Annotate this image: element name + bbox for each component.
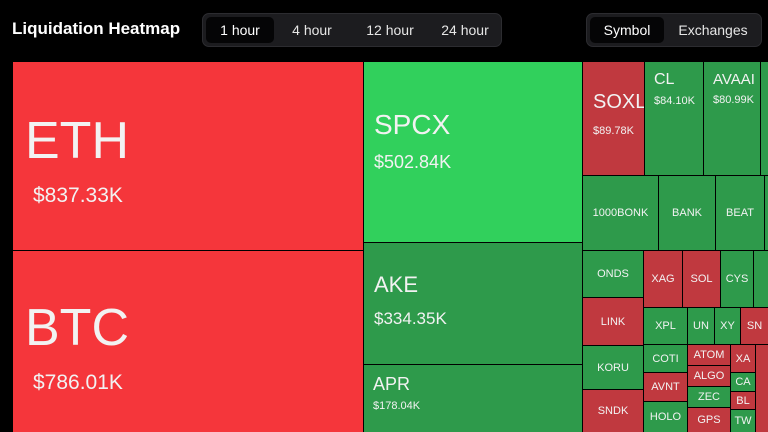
tile[interactable]: BL	[731, 392, 755, 409]
tile[interactable]: XPL	[644, 308, 687, 344]
tile[interactable]: KORU	[583, 346, 643, 389]
tile-label: AVAAI	[713, 71, 755, 88]
tile-value: $89.78K	[593, 124, 634, 137]
tile-label: XA	[735, 352, 751, 365]
tile[interactable]: APR $178.04K	[364, 365, 582, 432]
tile-label: BANK	[672, 207, 702, 219]
tile-label: HOLO	[649, 411, 682, 423]
tile[interactable]: CYS	[721, 251, 753, 307]
tile-label: SNDK	[597, 405, 629, 417]
tile[interactable]: COTI	[644, 345, 687, 372]
tile-label: TW	[734, 415, 752, 427]
tile-label: LINK	[600, 315, 626, 328]
tile[interactable]: ATOM	[688, 345, 730, 365]
tile-label: COTI	[652, 352, 679, 365]
timeframe-tab[interactable]: 4 hour	[292, 22, 332, 38]
tile-label: SPCX	[374, 109, 451, 140]
tile[interactable]: BANK	[659, 176, 715, 250]
tile-value: $80.99K	[713, 94, 754, 106]
tile[interactable]: CA	[731, 373, 755, 391]
tile-label: SOXL	[593, 90, 644, 113]
tile-value: $786.01K	[33, 370, 123, 394]
tile-label: XY	[720, 320, 735, 332]
tile[interactable]: BEAT	[716, 176, 764, 250]
tile[interactable]: GPS	[688, 408, 730, 432]
tile-label: AKE	[374, 272, 419, 298]
tile[interactable]: SOXL $89.78K	[583, 62, 644, 175]
tile[interactable]: TW	[731, 410, 755, 432]
timeframe-tab[interactable]: 1 hour	[206, 17, 274, 43]
tile-label: SOL	[690, 273, 713, 285]
tile-label: BTC	[25, 298, 129, 357]
tile-value: $837.33K	[33, 183, 123, 207]
tile-label: XPL	[655, 320, 676, 332]
tile[interactable]: XA	[731, 345, 755, 372]
tile-label: GPS	[697, 414, 721, 426]
tile-label: UN	[693, 320, 709, 332]
tile[interactable]: 1000BONK	[583, 176, 658, 250]
tile-label: XAG	[651, 273, 675, 285]
tile-value: $334.35K	[374, 309, 447, 329]
tile-label: 1000BONK	[592, 207, 649, 219]
tile[interactable]: BTC $786.01K	[13, 251, 363, 432]
page-title: Liquidation Heatmap	[12, 19, 181, 38]
tile[interactable]: SPCX $502.84K	[364, 62, 582, 242]
tile-value: $84.10K	[654, 95, 695, 107]
tile-sliver	[754, 251, 768, 307]
tile[interactable]: UN	[688, 308, 714, 344]
tile-value: $178.04K	[373, 400, 421, 412]
tile[interactable]: ZEC	[688, 387, 730, 407]
tile[interactable]: AKE $334.35K	[364, 243, 582, 364]
tile-label: ETH	[25, 111, 129, 170]
tile[interactable]: SNDK	[583, 390, 643, 432]
tile-sliver	[765, 176, 768, 250]
tile-label: ALGO	[693, 370, 725, 382]
tile[interactable]: SN	[741, 308, 768, 344]
tile-label: BEAT	[726, 207, 754, 219]
tile-label: AVNT	[651, 381, 680, 393]
tile-sliver	[756, 345, 768, 432]
tile-label: CL	[654, 71, 675, 88]
tile-label: APR	[373, 374, 411, 394]
view-tab[interactable]: Symbol	[590, 17, 664, 43]
timeframe-tabs: 1 hour 4 hour 12 hour 24 hour	[202, 13, 502, 47]
tile-label: SN	[746, 320, 763, 332]
tile-label: BL	[736, 394, 750, 407]
tile[interactable]: HOLO	[644, 402, 687, 432]
timeframe-tab[interactable]: 24 hour	[441, 22, 489, 38]
tile[interactable]: XAG	[644, 251, 682, 307]
view-tab[interactable]: Exchanges	[678, 22, 748, 38]
tile-label: CA	[735, 376, 751, 388]
tile[interactable]: CL $84.10K	[645, 62, 703, 175]
tile[interactable]: ETH $837.33K	[13, 62, 363, 250]
tile-label: ONDS	[597, 268, 629, 280]
tile-label: CYS	[725, 273, 749, 285]
tile-label: ATOM	[693, 349, 725, 361]
tile-label: ZEC	[698, 391, 720, 403]
tile[interactable]: AVNT	[644, 373, 687, 401]
tile-label: KORU	[597, 361, 629, 374]
timeframe-tab[interactable]: 12 hour	[366, 22, 414, 38]
tile-sliver	[761, 62, 768, 175]
view-toggle: Symbol Exchanges	[586, 13, 762, 47]
tile[interactable]: XY	[715, 308, 740, 344]
tile[interactable]: ONDS	[583, 251, 643, 297]
tile[interactable]: AVAAI $80.99K	[704, 62, 760, 175]
tile-value: $502.84K	[374, 152, 452, 172]
tile[interactable]: SOL	[683, 251, 720, 307]
tile[interactable]: ALGO	[688, 366, 730, 386]
tile[interactable]: LINK	[583, 298, 643, 345]
